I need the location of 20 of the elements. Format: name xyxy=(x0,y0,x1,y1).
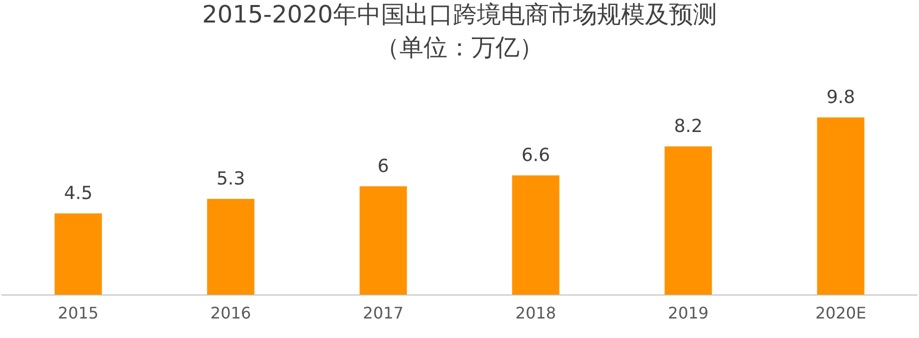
chart-title: 2015-2020年中国出口跨境电商市场规模及预测 xyxy=(202,0,717,29)
chart-subtitle: （单位：万亿） xyxy=(376,33,544,62)
x-tick-label: 2018 xyxy=(515,304,556,323)
bar xyxy=(360,186,407,295)
bar xyxy=(512,175,560,295)
bar xyxy=(207,198,254,295)
data-label: 9.8 xyxy=(826,87,856,108)
x-tick-label: 2020E xyxy=(815,304,866,323)
data-label: 5.3 xyxy=(216,168,246,190)
x-tick-label: 2017 xyxy=(362,304,404,323)
x-tick-label: 2016 xyxy=(210,304,252,323)
x-tick-label: 2019 xyxy=(668,304,709,323)
data-label: 6.6 xyxy=(521,145,550,166)
x-tick-label: 2015 xyxy=(58,304,99,323)
bar xyxy=(54,213,102,295)
data-label: 8.2 xyxy=(674,116,703,138)
data-label: 4.5 xyxy=(64,183,93,204)
bar xyxy=(664,146,712,295)
data-label: 6 xyxy=(378,156,389,177)
bar xyxy=(817,117,864,295)
